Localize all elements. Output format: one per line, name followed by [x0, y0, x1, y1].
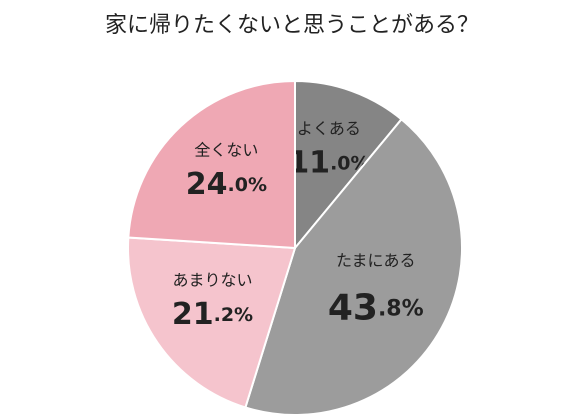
pie-slice — [294, 79, 403, 251]
value-label: 21.2% — [172, 296, 253, 331]
slice-label: あまりない — [172, 270, 252, 289]
slice-label: 全くない — [194, 140, 258, 159]
pie-slice — [127, 236, 297, 409]
value-label: 43.8% — [328, 288, 424, 329]
slice-label: たまにある — [336, 251, 416, 270]
pie-slice — [127, 79, 296, 250]
slice-label: よくある — [297, 119, 361, 138]
chart-title: 家に帰りたくないと思うことがある？ — [105, 13, 479, 38]
pie-slice — [244, 117, 463, 416]
value-label: 24.0% — [186, 166, 267, 201]
